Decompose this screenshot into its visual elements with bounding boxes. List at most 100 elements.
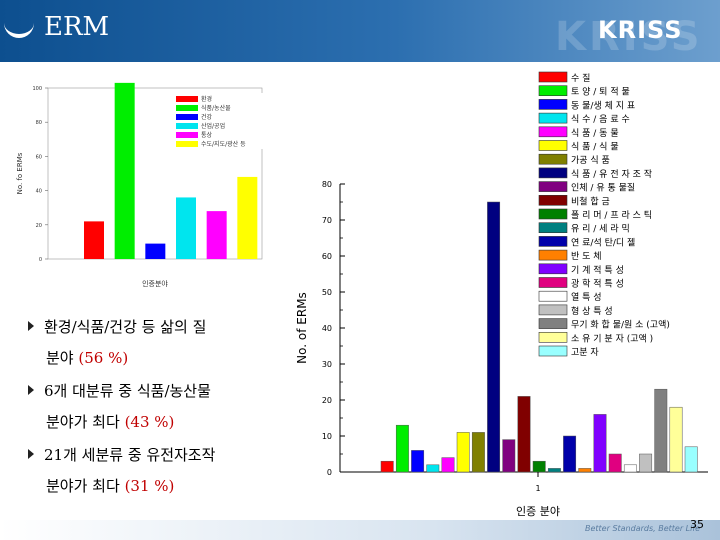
slide-footer xyxy=(0,520,720,540)
legend-label-12: 연 료/석 탄/디 젤 xyxy=(571,236,635,248)
x-axis-label: 인증 분야 xyxy=(516,505,560,518)
legend-box xyxy=(174,93,272,149)
slide-header: ERM KRISS KRISS xyxy=(0,0,720,62)
bullet-text-cont: 분야가 최다 xyxy=(46,477,120,495)
legend-swatch-2 xyxy=(176,114,198,120)
bullet-text-cont: 분야 xyxy=(46,349,74,367)
kriss-logo: KRISS xyxy=(598,16,683,44)
bar-3 xyxy=(176,197,196,259)
bullet-text: 6개 대분류 중 식품/농산물 xyxy=(44,382,211,400)
legend-swatch-2 xyxy=(538,99,568,110)
legend-swatch-18 xyxy=(538,318,568,329)
y-tick-label: 20 xyxy=(322,396,332,405)
bullet-percent: (31 %) xyxy=(124,477,175,495)
bar-4 xyxy=(441,457,455,473)
triangle-bullet-icon xyxy=(28,321,34,331)
slide-title: ERM xyxy=(44,12,110,42)
legend-swatch-0 xyxy=(538,71,568,83)
bullet-item: 6개 대분류 중 식품/농산물 분야가 최다 (43 %) xyxy=(28,380,298,432)
legend-swatch-20 xyxy=(538,345,568,357)
legend-swatch-11 xyxy=(538,222,568,233)
y-tick-label: 0 xyxy=(39,257,42,263)
bar-5 xyxy=(237,176,258,259)
bar-7 xyxy=(487,201,501,473)
bullet-text: 21개 세분류 중 유전자조작 xyxy=(44,446,216,464)
bar-0 xyxy=(84,221,104,259)
x-tick-label: 1 xyxy=(535,484,540,493)
swoosh-icon xyxy=(4,22,34,38)
legend-swatch-3 xyxy=(176,123,198,129)
bar-6 xyxy=(471,432,485,473)
x-axis-label: 인증분야 xyxy=(142,279,168,288)
legend-label-3: 산업/공업 xyxy=(201,122,225,130)
y-tick-label: 10 xyxy=(322,432,332,441)
legend-swatch-0 xyxy=(176,96,198,102)
legend-swatch-5 xyxy=(538,140,568,151)
legend-label-4: 식 품 / 동 물 xyxy=(571,128,619,139)
y-tick-label: 40 xyxy=(36,189,42,195)
legend-swatch-13 xyxy=(538,249,568,261)
legend-label-2: 동 물/생 체 지 표 xyxy=(571,100,635,111)
legend-swatch-16 xyxy=(538,290,568,302)
y-tick-label: 100 xyxy=(32,86,42,92)
y-tick-label: 30 xyxy=(322,360,332,369)
legend-swatch-19 xyxy=(538,331,568,343)
footer-slogan: Better Standards, Better Life xyxy=(585,524,701,533)
legend-swatch-4 xyxy=(176,132,198,138)
bullet-percent: (43 %) xyxy=(124,413,175,431)
bar-10 xyxy=(532,460,546,473)
legend-swatch-7 xyxy=(538,167,568,179)
legend-label-1: 식품/농산물 xyxy=(201,104,231,112)
y-tick-label: 60 xyxy=(322,252,332,261)
legend-label-1: 토 양 / 퇴 적 물 xyxy=(571,86,630,98)
page-number: 35 xyxy=(690,518,704,531)
bullet-text: 환경/식품/건강 등 삶의 질 xyxy=(44,318,207,336)
bar-4 xyxy=(206,211,227,259)
legend-label-5: 수도/지도/광산 등 xyxy=(201,140,246,148)
bar-16 xyxy=(623,464,637,473)
bar-20 xyxy=(684,446,698,473)
bar-9 xyxy=(517,396,531,473)
bar-2 xyxy=(145,243,166,259)
bullet-text-cont: 분야가 최다 xyxy=(46,413,120,431)
bar-2 xyxy=(411,450,425,473)
y-tick-label: 60 xyxy=(36,154,42,160)
legend-label-11: 유 리 / 세 라 믹 xyxy=(571,223,630,235)
legend-swatch-17 xyxy=(538,304,568,316)
legend-swatch-12 xyxy=(538,236,568,247)
bullet-item: 21개 세분류 중 유전자조작 분야가 최다 (31 %) xyxy=(28,444,298,496)
bar-11 xyxy=(547,468,561,473)
legend-label-13: 반 도 체 xyxy=(571,251,602,262)
bar-13 xyxy=(578,468,592,473)
bar-5 xyxy=(456,432,470,473)
legend-swatch-3 xyxy=(538,112,568,124)
bar-12 xyxy=(563,435,577,473)
legend-label-17: 형 상 특 성 xyxy=(571,306,613,317)
legend-label-0: 수 질 xyxy=(571,72,590,84)
y-tick-label: 0 xyxy=(327,468,332,477)
bar-14 xyxy=(593,414,607,473)
triangle-bullet-icon xyxy=(28,449,34,459)
y-tick-label: 80 xyxy=(36,120,42,126)
legend-swatch-5 xyxy=(176,141,198,147)
y-axis-label: No. of ERMs xyxy=(295,292,309,364)
y-tick-label: 80 xyxy=(322,180,332,189)
bullet-percent: (56 %) xyxy=(78,349,129,367)
legend-label-5: 식 품 / 식 물 xyxy=(571,142,619,153)
legend-label-19: 소 유 기 분 자 (고액 ) xyxy=(571,332,653,344)
legend-label-15: 광 학 적 특 성 xyxy=(571,278,624,290)
legend-label-7: 식 품 / 유 전 자 조 작 xyxy=(571,169,652,180)
legend-swatch-8 xyxy=(538,181,568,192)
legend-swatch-6 xyxy=(538,153,568,165)
legend-label-0: 환경 xyxy=(201,95,212,103)
legend-label-4: 통상 xyxy=(201,131,213,139)
legend-swatch-4 xyxy=(538,126,568,138)
bar-19 xyxy=(669,406,683,473)
legend-swatch-14 xyxy=(538,263,568,275)
legend-label-3: 식 수 / 음 료 수 xyxy=(571,114,630,125)
bullet-list: 환경/식품/건강 등 삶의 질 분야 (56 %) 6개 대분류 중 식품/농산… xyxy=(28,316,298,508)
legend-label-18: 무기 화 합 물/원 소 (고액) xyxy=(571,319,670,331)
bar-15 xyxy=(608,453,622,473)
legend-label-2: 건강 xyxy=(201,113,213,121)
